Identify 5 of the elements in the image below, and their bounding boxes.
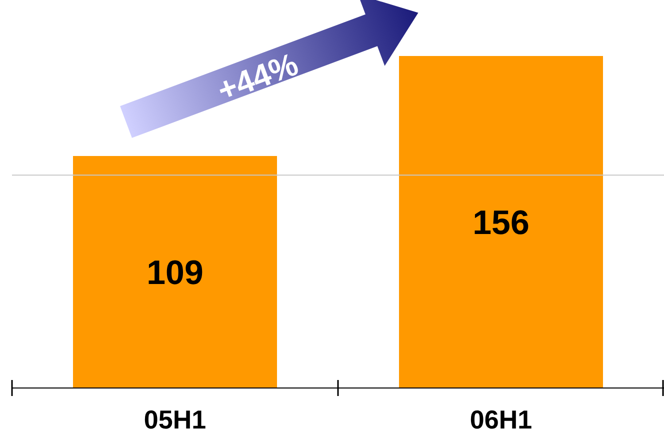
x-tick-label: 05H1 bbox=[144, 404, 206, 434]
x-tick-label: 06H1 bbox=[470, 404, 532, 434]
data-label: 109 bbox=[146, 254, 204, 292]
data-label: 156 bbox=[472, 204, 530, 242]
annotation: +44% bbox=[212, 46, 303, 108]
